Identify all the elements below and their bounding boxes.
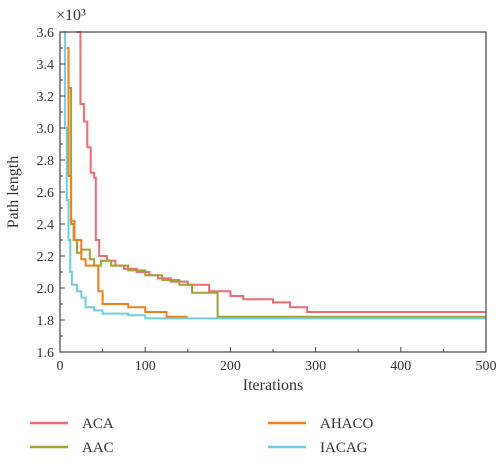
legend: ACA AAC AHACO IACAG: [30, 416, 374, 456]
series-line-aac: [68, 87, 486, 318]
y-tick-label: 3.4: [37, 58, 55, 73]
y-tick-label: 2.6: [37, 186, 55, 201]
x-tick-label: 200: [220, 359, 241, 374]
x-tick-label: 500: [476, 359, 497, 374]
tick-layer: 0 100 200 300 400 500 1.6 1.8 2.0 2.2 2.4 2.6 2.8 3.0…: [37, 26, 497, 374]
x-tick-label: 300: [305, 359, 326, 374]
plot-frame: [59, 31, 487, 353]
series-layer: [63, 31, 486, 320]
y-tick-label: 3.0: [37, 122, 55, 137]
y-axis-title: Path length: [5, 156, 22, 228]
y-tick-label: 2.4: [37, 218, 55, 233]
y-tick-label: 2.8: [37, 154, 55, 169]
x-tick-label: 100: [135, 359, 156, 374]
legend-label-aac: AAC: [82, 440, 114, 456]
legend-label-aca: ACA: [82, 416, 114, 432]
y-tick-label: 1.6: [37, 346, 55, 361]
y-tick-label: 2.2: [37, 250, 55, 265]
x-tick-label: 0: [57, 359, 64, 374]
y-tick-label: 1.8: [37, 314, 55, 329]
series-line-iacag: [63, 31, 486, 320]
series-line-ahaco: [66, 47, 188, 318]
y-tick-label: 2.0: [37, 282, 55, 297]
y-multiplier-label: ×10³: [56, 7, 86, 24]
legend-label-ahaco: AHACO: [320, 416, 374, 432]
x-axis-title: Iterations: [243, 377, 303, 394]
y-tick-label: 3.6: [37, 26, 55, 41]
x-tick-label: 400: [390, 359, 411, 374]
y-tick-label: 3.2: [37, 90, 55, 105]
legend-label-iacag: IACAG: [320, 440, 368, 456]
